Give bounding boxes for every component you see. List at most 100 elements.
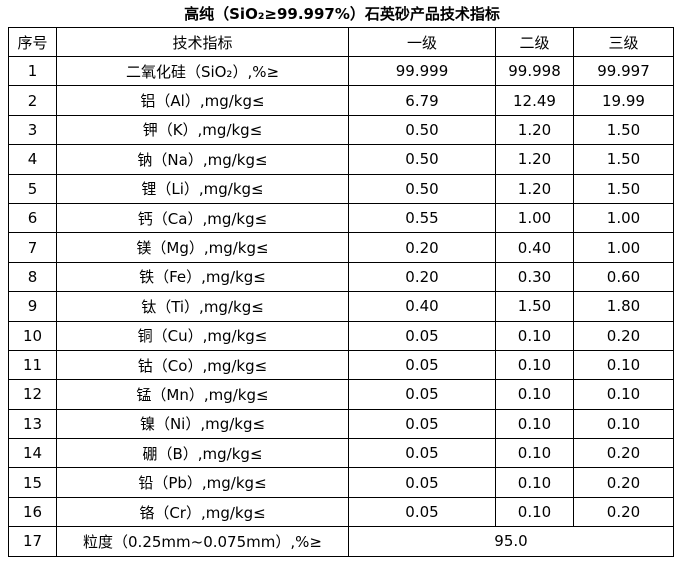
cell-grade2: 0.30	[495, 261, 574, 293]
cell-no: 4	[8, 144, 57, 175]
table-row: 5 锂（Li）,mg/kg≤ 0.50 1.20 1.50	[8, 173, 674, 204]
cell-no: 17	[8, 526, 57, 557]
cell-grade2: 0.10	[495, 408, 574, 440]
cell-item: 钾（K）,mg/kg≤	[56, 114, 349, 146]
cell-no: 7	[8, 232, 57, 263]
cell-no: 10	[8, 320, 57, 351]
cell-item: 镍（Ni）,mg/kg≤	[56, 408, 349, 440]
cell-grade2: 0.10	[495, 438, 574, 469]
table-row: 6 钙（Ca）,mg/kg≤ 0.55 1.00 1.00	[8, 202, 674, 234]
table-row: 9 钛（Ti）,mg/kg≤ 0.40 1.50 1.80	[8, 291, 674, 322]
cell-grade2: 0.10	[495, 467, 574, 498]
cell-grade2: 1.20	[495, 114, 574, 146]
table-body: 1 二氧化硅（SiO₂）,%≥ 99.999 99.998 99.997 2 铝（Al）,m…	[8, 55, 674, 557]
cell-grade2: 0.10	[495, 349, 574, 381]
header-grade1: 一级	[348, 27, 496, 57]
table-row: 12 锰（Mn）,mg/kg≤ 0.05 0.10 0.10	[8, 379, 674, 410]
cell-no: 1	[8, 55, 57, 87]
cell-no: 3	[8, 114, 57, 146]
cell-grade3: 0.10	[573, 349, 674, 381]
cell-value: 95.0	[348, 526, 674, 557]
cell-grade3: 19.99	[573, 85, 674, 116]
cell-no: 2	[8, 85, 57, 116]
cell-grade1: 0.05	[348, 379, 496, 410]
cell-grade3: 0.10	[573, 408, 674, 440]
cell-grade3: 1.50	[573, 173, 674, 204]
cell-grade2: 1.20	[495, 173, 574, 204]
cell-item: 铅（Pb）,mg/kg≤	[56, 467, 349, 498]
cell-grade1: 0.05	[348, 349, 496, 381]
cell-grade1: 0.50	[348, 114, 496, 146]
cell-grade3: 99.997	[573, 55, 674, 87]
cell-grade1: 0.05	[348, 467, 496, 498]
cell-grade3: 0.20	[573, 320, 674, 351]
cell-grade1: 0.05	[348, 408, 496, 440]
cell-item: 锰（Mn）,mg/kg≤	[56, 379, 349, 410]
cell-grade2: 12.49	[495, 85, 574, 116]
cell-no: 13	[8, 408, 57, 440]
cell-grade3: 1.50	[573, 144, 674, 175]
table-row: 10 铜（Cu）,mg/kg≤ 0.05 0.10 0.20	[8, 320, 674, 351]
cell-grade3: 0.20	[573, 467, 674, 498]
cell-grade3: 1.00	[573, 232, 674, 263]
cell-grade1: 0.20	[348, 261, 496, 293]
cell-grade2: 99.998	[495, 55, 574, 87]
cell-item: 钠（Na）,mg/kg≤	[56, 144, 349, 175]
table-row: 16 铬（Cr）,mg/kg≤ 0.05 0.10 0.20	[8, 496, 674, 528]
table-row: 2 铝（Al）,mg/kg≤ 6.79 12.49 19.99	[8, 85, 674, 116]
cell-item: 硼（B）,mg/kg≤	[56, 438, 349, 469]
header-no: 序号	[8, 27, 57, 57]
cell-grade3: 0.20	[573, 496, 674, 528]
cell-no: 12	[8, 379, 57, 410]
cell-no: 14	[8, 438, 57, 469]
cell-item: 铬（Cr）,mg/kg≤	[56, 496, 349, 528]
table-row: 7 镁（Mg）,mg/kg≤ 0.20 0.40 1.00	[8, 232, 674, 263]
cell-no: 16	[8, 496, 57, 528]
cell-item: 钛（Ti）,mg/kg≤	[56, 291, 349, 322]
cell-grade2: 0.10	[495, 379, 574, 410]
cell-grade3: 1.00	[573, 202, 674, 234]
table-row: 8 铁（Fe）,mg/kg≤ 0.20 0.30 0.60	[8, 261, 674, 293]
cell-grade1: 0.05	[348, 438, 496, 469]
table-row: 3 钾（K）,mg/kg≤ 0.50 1.20 1.50	[8, 114, 674, 146]
header-grade2: 二级	[495, 27, 574, 57]
cell-grade2: 1.20	[495, 144, 574, 175]
cell-grade3: 1.80	[573, 291, 674, 322]
spec-table: 序号 技术指标 一级 二级 三级 1 二氧化硅（SiO₂）,%≥ 99.999 99.…	[8, 27, 674, 557]
cell-no: 9	[8, 291, 57, 322]
cell-no: 15	[8, 467, 57, 498]
header-grade3: 三级	[573, 27, 674, 57]
table-row: 11 钴（Co）,mg/kg≤ 0.05 0.10 0.10	[8, 349, 674, 381]
header-item: 技术指标	[56, 27, 349, 57]
table-header-row: 序号 技术指标 一级 二级 三级	[8, 27, 674, 57]
table-row: 1 二氧化硅（SiO₂）,%≥ 99.999 99.998 99.997	[8, 55, 674, 87]
page-title: 高纯（SiO₂≥99.997%）石英砂产品技术指标	[184, 5, 500, 23]
cell-item: 钙（Ca）,mg/kg≤	[56, 202, 349, 234]
cell-grade1: 0.50	[348, 173, 496, 204]
cell-grade2: 1.50	[495, 291, 574, 322]
cell-grade3: 0.10	[573, 379, 674, 410]
table-row-17: 17 粒度（0.25mm~0.075mm）,%≥ 95.0	[8, 526, 674, 557]
cell-grade3: 1.50	[573, 114, 674, 146]
cell-item: 铁（Fe）,mg/kg≤	[56, 261, 349, 293]
cell-grade1: 0.50	[348, 144, 496, 175]
cell-grade2: 0.40	[495, 232, 574, 263]
cell-item: 钴（Co）,mg/kg≤	[56, 349, 349, 381]
cell-grade1: 0.55	[348, 202, 496, 234]
cell-no: 8	[8, 261, 57, 293]
cell-grade1: 99.999	[348, 55, 496, 87]
cell-item: 铜（Cu）,mg/kg≤	[56, 320, 349, 351]
cell-grade1: 0.20	[348, 232, 496, 263]
cell-grade2: 0.10	[495, 320, 574, 351]
table-row: 14 硼（B）,mg/kg≤ 0.05 0.10 0.20	[8, 438, 674, 469]
cell-grade1: 0.05	[348, 496, 496, 528]
cell-grade2: 1.00	[495, 202, 574, 234]
table-row: 13 镍（Ni）,mg/kg≤ 0.05 0.10 0.10	[8, 408, 674, 440]
cell-item: 铝（Al）,mg/kg≤	[56, 85, 349, 116]
cell-no: 5	[8, 173, 57, 204]
cell-item: 锂（Li）,mg/kg≤	[56, 173, 349, 204]
cell-grade3: 0.60	[573, 261, 674, 293]
cell-grade1: 0.05	[348, 320, 496, 351]
table-row: 15 铅（Pb）,mg/kg≤ 0.05 0.10 0.20	[8, 467, 674, 498]
table-row: 4 钠（Na）,mg/kg≤ 0.50 1.20 1.50	[8, 144, 674, 175]
